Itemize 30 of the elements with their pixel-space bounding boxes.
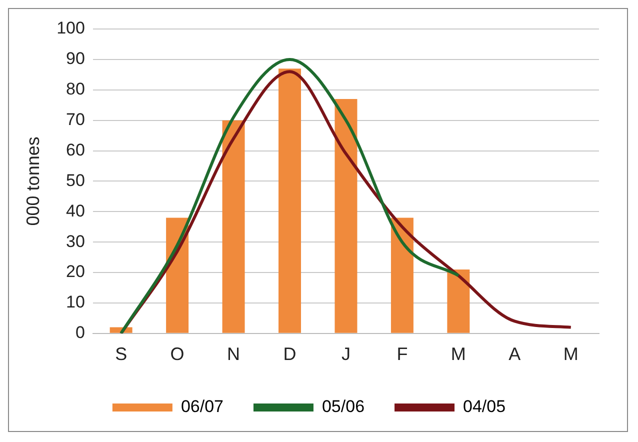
y-tick-label: 80 <box>66 80 85 99</box>
legend-label: 05/06 <box>322 397 365 416</box>
y-tick-label: 90 <box>66 49 85 68</box>
y-tick-label: 40 <box>66 201 85 220</box>
bar <box>222 120 245 333</box>
legend-label: 06/07 <box>180 397 224 416</box>
bar <box>447 269 470 333</box>
y-tick-label: 30 <box>66 232 85 251</box>
line-series <box>120 58 460 334</box>
x-tick-label: D <box>283 344 296 364</box>
bar <box>334 99 358 333</box>
legend-label: 04/05 <box>463 397 506 416</box>
bar <box>278 68 301 333</box>
y-tick-label: 70 <box>66 110 85 130</box>
x-tick-label: J <box>341 344 350 364</box>
x-tick-label: A <box>508 344 521 364</box>
y-tick-label: 0 <box>75 323 85 342</box>
y-tick-label: 50 <box>66 170 85 190</box>
y-axis-title: 000 tonnes <box>22 136 43 226</box>
x-tick-label: N <box>227 344 240 364</box>
x-tick-label: M <box>450 344 466 364</box>
x-tick-label: F <box>396 344 408 364</box>
y-tick-label: 60 <box>66 140 85 160</box>
y-tick-label: 100 <box>56 18 85 38</box>
x-tick-label: M <box>563 344 578 364</box>
y-tick-label: 20 <box>66 262 85 282</box>
y-tick-label: 10 <box>66 292 85 312</box>
bar <box>390 218 414 333</box>
x-tick-label: S <box>115 344 128 364</box>
x-tick-label: O <box>170 344 184 364</box>
